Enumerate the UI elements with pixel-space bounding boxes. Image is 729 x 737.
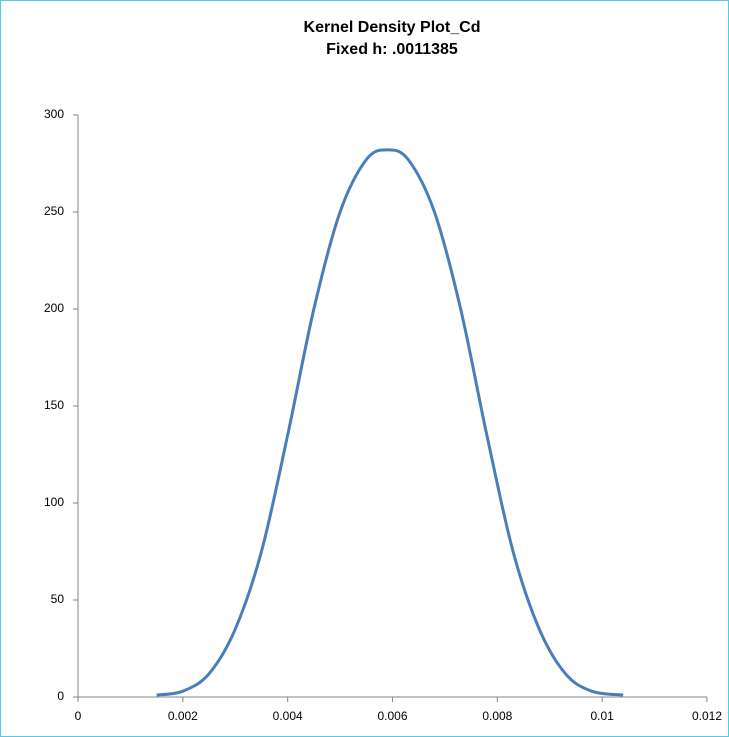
x-tick-label: 0.008 (482, 709, 512, 723)
y-tick-label: 150 (44, 398, 64, 412)
chart-title: Kernel Density Plot_Cd (304, 19, 481, 36)
y-tick-label: 250 (44, 204, 64, 218)
y-tick-label: 300 (44, 107, 64, 121)
x-tick-label: 0.01 (590, 709, 614, 723)
density-line (156, 148, 624, 697)
y-tick-label: 100 (44, 495, 64, 509)
x-tick-label: 0.004 (273, 709, 303, 723)
x-tick-label: 0.006 (377, 709, 407, 723)
x-tick-label: 0 (75, 709, 82, 723)
x-tick-label: 0.012 (692, 709, 722, 723)
x-tick-label: 0.002 (168, 709, 198, 723)
y-tick-label: 50 (51, 592, 65, 606)
y-tick-label: 0 (57, 689, 64, 703)
y-tick-label: 200 (44, 301, 64, 315)
chart-subtitle: Fixed h: .0011385 (326, 41, 458, 58)
